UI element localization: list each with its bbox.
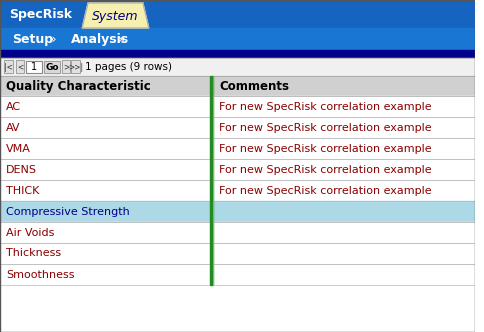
Bar — [213, 117, 474, 138]
Bar — [0, 76, 210, 96]
Text: For new SpecRisk correlation example: For new SpecRisk correlation example — [219, 164, 431, 175]
Text: »: » — [117, 33, 125, 45]
Bar — [15, 60, 24, 73]
Text: Compressive Strength: Compressive Strength — [6, 207, 129, 216]
Bar — [213, 222, 474, 243]
Text: 1 pages (9 rows): 1 pages (9 rows) — [85, 62, 172, 72]
Text: AC: AC — [6, 102, 21, 112]
Bar — [0, 264, 210, 285]
Bar — [0, 96, 210, 117]
Text: Analysis: Analysis — [70, 33, 128, 45]
Text: Thickness: Thickness — [6, 248, 61, 259]
Bar — [0, 28, 474, 50]
Bar — [0, 0, 474, 28]
Bar — [213, 222, 474, 243]
Bar — [213, 243, 474, 264]
Bar — [210, 76, 213, 96]
Bar — [213, 264, 474, 285]
Bar — [0, 159, 210, 180]
Bar — [210, 222, 213, 243]
Bar — [4, 60, 13, 73]
Bar — [71, 60, 80, 73]
Bar — [0, 96, 210, 117]
Text: SpecRisk: SpecRisk — [10, 8, 73, 21]
Bar — [44, 61, 60, 73]
Bar — [213, 243, 474, 264]
Bar — [15, 60, 24, 73]
Bar — [61, 60, 70, 73]
Bar — [213, 264, 474, 285]
Bar — [0, 50, 474, 58]
Text: <: < — [17, 62, 23, 71]
Bar — [213, 159, 474, 180]
Bar — [0, 117, 210, 138]
Bar — [213, 201, 474, 222]
Bar — [213, 76, 474, 96]
Bar — [0, 58, 474, 76]
Bar — [213, 96, 474, 117]
Bar — [0, 180, 210, 201]
Bar — [0, 264, 210, 285]
Text: |<: |< — [4, 62, 13, 71]
Text: For new SpecRisk correlation example: For new SpecRisk correlation example — [219, 123, 431, 132]
Bar — [4, 60, 13, 73]
Text: Quality Characteristic: Quality Characteristic — [6, 79, 151, 93]
Text: Smoothness: Smoothness — [6, 270, 74, 280]
Bar — [0, 222, 210, 243]
Bar — [213, 96, 474, 117]
Polygon shape — [82, 3, 149, 28]
Text: Comments: Comments — [219, 79, 288, 93]
Text: System: System — [92, 10, 138, 23]
Text: AV: AV — [6, 123, 20, 132]
Bar — [0, 58, 474, 76]
Text: >>|: >>| — [68, 62, 83, 71]
Text: VMA: VMA — [6, 143, 30, 153]
Bar — [210, 201, 213, 222]
Text: Air Voids: Air Voids — [6, 227, 54, 237]
Bar — [213, 159, 474, 180]
Bar — [213, 117, 474, 138]
Bar — [26, 61, 42, 73]
Bar — [0, 138, 210, 159]
Bar — [210, 180, 213, 201]
Bar — [210, 96, 213, 117]
Text: For new SpecRisk correlation example: For new SpecRisk correlation example — [219, 102, 431, 112]
Bar — [213, 201, 474, 222]
Bar — [71, 60, 80, 73]
Bar — [210, 117, 213, 138]
Bar — [0, 117, 210, 138]
Bar — [210, 243, 213, 264]
Bar — [0, 243, 210, 264]
Bar — [213, 180, 474, 201]
Text: 1: 1 — [31, 62, 37, 72]
Bar — [0, 180, 210, 201]
Bar — [0, 201, 210, 222]
Bar — [0, 138, 210, 159]
Text: Setup: Setup — [12, 33, 53, 45]
Text: DENS: DENS — [6, 164, 37, 175]
Bar — [210, 264, 213, 285]
Text: »: » — [49, 33, 57, 45]
Bar — [210, 138, 213, 159]
Bar — [0, 159, 210, 180]
Bar — [210, 159, 213, 180]
Text: >: > — [63, 62, 69, 71]
Bar — [213, 138, 474, 159]
Bar — [213, 180, 474, 201]
Bar — [213, 76, 474, 96]
Bar — [213, 138, 474, 159]
Text: Go: Go — [45, 62, 59, 71]
Bar — [0, 76, 210, 96]
Text: For new SpecRisk correlation example: For new SpecRisk correlation example — [219, 186, 431, 196]
Text: THICK: THICK — [6, 186, 39, 196]
Bar — [0, 243, 210, 264]
Bar — [44, 61, 60, 73]
Bar — [26, 61, 42, 73]
Bar — [0, 222, 210, 243]
Text: For new SpecRisk correlation example: For new SpecRisk correlation example — [219, 143, 431, 153]
Bar — [61, 60, 70, 73]
Bar — [0, 201, 210, 222]
